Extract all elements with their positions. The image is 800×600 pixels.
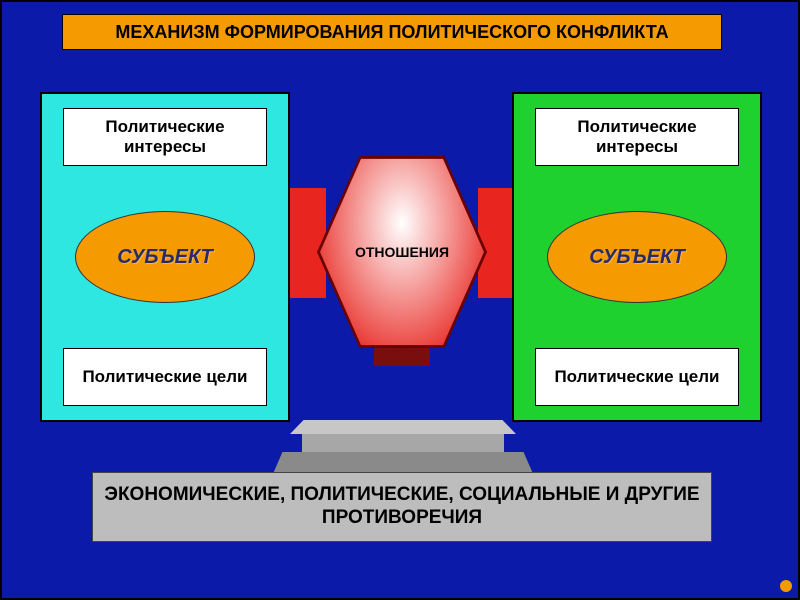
relations-label: ОТНОШЕНИЯ — [355, 244, 449, 260]
title-bar: МЕХАНИЗМ ФОРМИРОВАНИЯ ПОЛИТИЧЕСКОГО КОНФ… — [62, 14, 722, 50]
diagram-canvas: МЕХАНИЗМ ФОРМИРОВАНИЯ ПОЛИТИЧЕСКОГО КОНФ… — [0, 0, 800, 600]
interests-label: Политические интересы — [64, 117, 265, 158]
pedestal-mid — [302, 434, 504, 452]
subject-ellipse-right: СУБЪЕКТ — [547, 211, 727, 303]
interests-box-right: Политические интересы — [535, 108, 738, 166]
contradictions-text: ЭКОНОМИЧЕСКИЕ, ПОЛИТИЧЕСКИЕ, СОЦИАЛЬНЫЕ … — [99, 484, 705, 530]
subject-label: СУБЪЕКТ — [589, 246, 685, 269]
subject-ellipse-left: СУБЪЕКТ — [75, 211, 255, 303]
goals-box-right: Политические цели — [535, 348, 738, 406]
subject-label: СУБЪЕКТ — [117, 246, 213, 269]
center-stack: ОТНОШЕНИЯ — [312, 152, 492, 366]
accent-dot-icon — [780, 580, 792, 592]
goals-box-left: Политические цели — [63, 348, 266, 406]
goals-label: Политические цели — [554, 367, 719, 387]
subject-column-left: Политические интересы СУБЪЕКТ Политическ… — [40, 92, 290, 422]
title-text: МЕХАНИЗМ ФОРМИРОВАНИЯ ПОЛИТИЧЕСКОГО КОНФ… — [115, 22, 668, 43]
pedestal-top — [290, 420, 516, 434]
contradictions-box: ЭКОНОМИЧЕСКИЕ, ПОЛИТИЧЕСКИЕ, СОЦИАЛЬНЫЕ … — [92, 472, 712, 542]
interests-box-left: Политические интересы — [63, 108, 266, 166]
goals-label: Политические цели — [82, 367, 247, 387]
pedestal — [272, 420, 534, 476]
relations-hexagon: ОТНОШЕНИЯ — [317, 152, 487, 352]
interests-label: Политические интересы — [536, 117, 737, 158]
subject-column-right: Политические интересы СУБЪЕКТ Политическ… — [512, 92, 762, 422]
